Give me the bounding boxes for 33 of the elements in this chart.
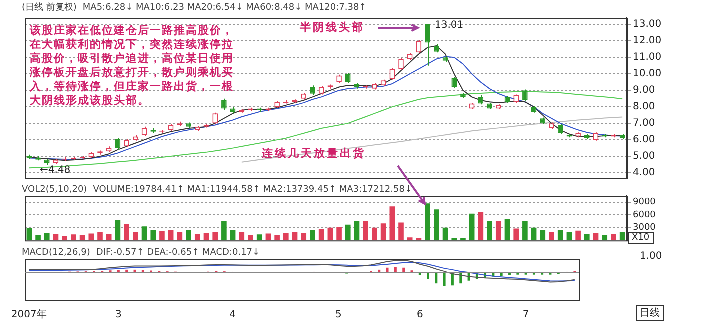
y-tick-label: 11.00 [633, 52, 662, 64]
y-tick-label: 10.00 [633, 68, 662, 80]
chart-title: VOL2(5,10,20) [22, 185, 88, 195]
y-tick-label: 6.00 [633, 134, 656, 146]
x-tick-label: 3 [116, 310, 122, 321]
y-tick-label: 9000 [633, 198, 656, 208]
annotation: 13.01 [435, 20, 464, 31]
y-tick-label: 13.00 [633, 19, 662, 30]
x-tick-label: 2007年 [11, 308, 47, 321]
y-tick-label: 4.00 [633, 168, 656, 179]
chart-subtitle: DIF:-0.57↑ DEA:-0.65↑ MACD:0.17↓ [96, 248, 260, 258]
chart-title: MACD(12,26,9) [22, 248, 90, 258]
annotation: 连续几天放量出货 [262, 146, 366, 161]
x-tick-label: 5 [335, 310, 342, 321]
annotation: ←4.48 [40, 165, 71, 176]
y-tick-label: 5.00 [633, 151, 656, 162]
y-tick-label: 6000 [633, 210, 656, 220]
y-tick-label: 9.00 [633, 85, 656, 96]
y-tick-label: 8.00 [633, 102, 656, 113]
chart-title: (日线 前复权) [22, 3, 77, 13]
y-axis-title: X10 [628, 232, 654, 244]
annotation: 该股庄家在低位建仓后一路推高股价，在大幅获利的情况下，突然连续涨停拉高股价，吸引散户追进，高位某日使用涨停板开盘后放意打开，散户则乘机买入，等待涨停，但庄家一路出货，一根大阴线形成该股头部。 [30, 24, 235, 108]
chart-subtitle: MA5:6.28↓ MA10:6.23 MA20:6.54↓ MA60:8.48↓ MA120:7.38↑ [82, 3, 367, 13]
chart-subtitle: VOLUME:19784.41↑ MA1:11944.58↑ MA2:13739.45↑ MA3:17212.58↓ [93, 185, 412, 195]
text: 日线 [636, 305, 664, 321]
x-tick-label: 6 [416, 310, 424, 321]
text: 1.00 [640, 251, 662, 262]
x-tick-label: 4 [230, 310, 236, 321]
y-tick-label: 12.00 [633, 36, 662, 47]
annotation: 半阴线头部 [300, 20, 365, 35]
x-tick-label: 7 [522, 310, 530, 321]
y-tick-label: 3000 [633, 223, 656, 234]
y-tick-label: 7.00 [633, 118, 656, 130]
